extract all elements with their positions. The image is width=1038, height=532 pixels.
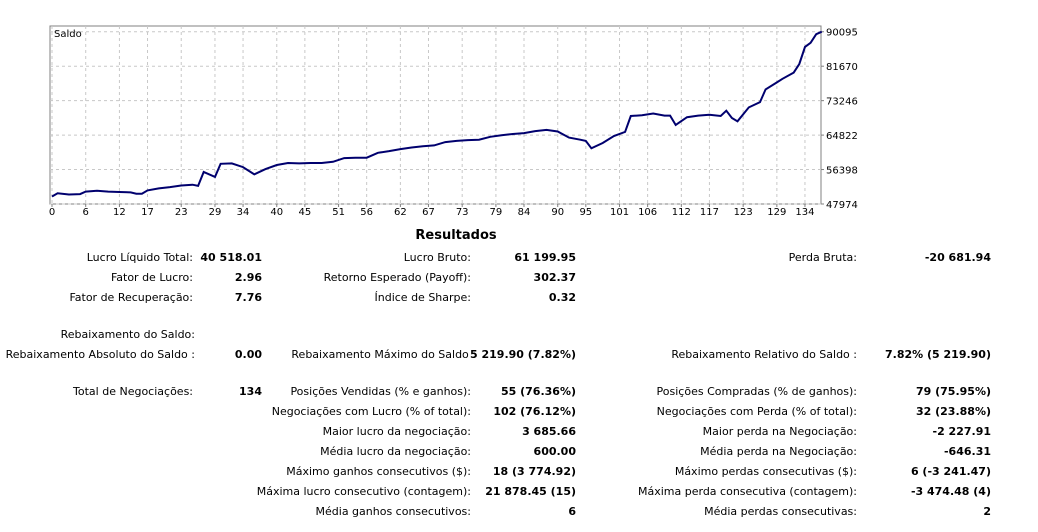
stat-label: Máxima perda consecutiva (contagem):: [638, 485, 857, 498]
stat-value: 3 685.66: [522, 425, 576, 438]
x-tick-label: 101: [610, 207, 629, 218]
chart-grid: [50, 26, 821, 205]
stat-label: Fator de Lucro:: [110, 271, 193, 284]
x-axis: 0 6 12 17 23 29 34 40 45 51 56 62 67 73 79 84 90 95 101 106…: [49, 204, 814, 218]
stat-label: Rebaixamento Máximo do Saldo :: [291, 348, 476, 361]
x-tick-label: 23: [175, 207, 188, 218]
y-axis: 47974 56398 64822 73246 81670 90095: [821, 28, 858, 211]
y-tick-label: 81670: [826, 62, 858, 73]
x-tick-label: 84: [518, 207, 531, 218]
stat-label: Rebaixamento do Saldo:: [60, 328, 195, 341]
x-tick-label: 62: [394, 207, 407, 218]
stat-value: 2.96: [234, 271, 262, 284]
y-tick-label: 56398: [826, 166, 858, 177]
stat-label: Retorno Esperado (Payoff):: [323, 271, 471, 284]
stat-label: Máxima lucro consecutivo (contagem):: [256, 485, 471, 498]
stat-value: 7.76: [234, 291, 262, 304]
stat-label: Máximo ganhos consecutivos ($):: [286, 465, 471, 478]
x-tick-label: 106: [638, 207, 657, 218]
balance-chart: Saldo 0 6 12 17 23 29 34 40 45 51 56 62 67 73 79 84 90 95…: [49, 25, 858, 218]
stat-label: Total de Negociações:: [73, 385, 193, 398]
stat-label: Posições Vendidas (% e ganhos):: [290, 385, 471, 398]
y-tick-label: 90095: [826, 28, 858, 39]
stat-label: Média ganhos consecutivos:: [315, 505, 471, 518]
stat-value: 0.32: [548, 291, 576, 304]
stat-value: 102 (76.12%): [493, 405, 576, 418]
x-tick-label: 123: [734, 207, 753, 218]
x-tick-label: 6: [83, 207, 89, 218]
y-tick-label: 64822: [826, 131, 858, 142]
x-tick-label: 56: [360, 207, 373, 218]
x-tick-label: 73: [456, 207, 469, 218]
stat-label: Lucro Bruto:: [403, 251, 471, 264]
stat-value: 40 518.01: [200, 251, 262, 264]
stat-value: -3 474.48 (4): [910, 485, 991, 498]
stat-value: 600.00: [533, 445, 576, 458]
x-tick-label: 79: [490, 207, 503, 218]
stat-value: 0.00: [234, 348, 262, 361]
x-tick-label: 0: [49, 207, 55, 218]
x-tick-label: 129: [767, 207, 786, 218]
y-tick-label: 47974: [826, 200, 858, 211]
stat-value: 134: [239, 385, 262, 398]
stat-label: Negociações com Lucro (% of total):: [271, 405, 471, 418]
x-tick-label: 34: [237, 207, 250, 218]
stat-value: -20 681.94: [924, 251, 991, 264]
stat-label: Máximo perdas consecutivas ($):: [674, 465, 857, 478]
stat-value: 2: [983, 505, 991, 518]
stat-value: 55 (76.36%): [500, 385, 576, 398]
x-tick-label: 90: [551, 207, 564, 218]
plot-frame: [49, 25, 822, 205]
stat-label: Maior perda na Negociação:: [702, 425, 857, 438]
y-tick-label: 73246: [826, 97, 858, 108]
stat-label: Rebaixamento Absoluto do Saldo :: [5, 348, 195, 361]
stat-value: 32 (23.88%): [915, 405, 991, 418]
stat-value: 21 878.45 (15): [485, 485, 576, 498]
stat-value: -646.31: [943, 445, 991, 458]
stat-value: 5 219.90 (7.82%): [470, 348, 576, 361]
x-tick-label: 95: [579, 207, 592, 218]
stat-label: Média lucro da negociação:: [320, 445, 471, 458]
x-tick-label: 134: [795, 207, 814, 218]
stat-label: Índice de Sharpe:: [374, 291, 472, 304]
stat-value: 6: [568, 505, 576, 518]
stat-label: Perda Bruta:: [788, 251, 857, 264]
chart-title: Saldo: [54, 29, 82, 40]
stat-label: Fator de Recuperação:: [69, 291, 193, 304]
stat-label: Negociações com Perda (% of total):: [656, 405, 857, 418]
results-heading: Resultados: [415, 228, 497, 243]
x-tick-label: 51: [332, 207, 345, 218]
stat-value: 302.37: [533, 271, 576, 284]
series-line-saldo: [51, 30, 823, 198]
x-tick-label: 112: [672, 207, 691, 218]
stat-label: Maior lucro da negociação:: [322, 425, 471, 438]
stat-value: -2 227.91: [932, 425, 992, 438]
stat-label: Posições Compradas (% de ganhos):: [656, 385, 857, 398]
stat-value: 7.82% (5 219.90): [885, 348, 991, 361]
stat-label: Rebaixamento Relativo do Saldo :: [671, 348, 857, 361]
stat-value: 18 (3 774.92): [492, 465, 576, 478]
x-tick-label: 29: [209, 207, 222, 218]
x-tick-label: 17: [141, 207, 154, 218]
stat-value: 61 199.95: [514, 251, 576, 264]
stat-label: Lucro Líquido Total:: [86, 251, 193, 264]
x-tick-label: 45: [298, 207, 311, 218]
x-tick-label: 40: [270, 207, 283, 218]
x-tick-label: 117: [700, 207, 719, 218]
stat-value: 6 (-3 241.47): [910, 465, 991, 478]
stat-value: 79 (75.95%): [915, 385, 991, 398]
stat-label: Média perda na Negociação:: [700, 445, 857, 458]
x-tick-label: 67: [422, 207, 435, 218]
x-tick-label: 12: [113, 207, 126, 218]
stat-label: Média perdas consecutivas:: [704, 505, 857, 518]
